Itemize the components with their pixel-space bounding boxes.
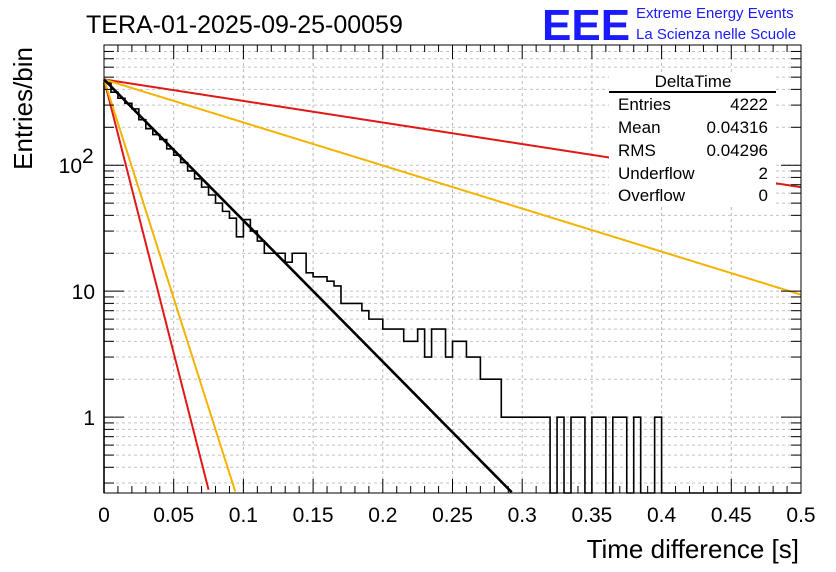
y-tick-label: 10: [59, 155, 82, 178]
stats-label-overflow: Overflow: [618, 186, 686, 205]
x-tick-label: 0.4: [647, 504, 677, 527]
x-tick-label: 0.05: [153, 504, 194, 527]
stats-value-underflow: 2: [759, 164, 768, 183]
stats-value-rms: 0.04296: [707, 141, 768, 160]
logo-line-1: Extreme Energy Events: [636, 5, 794, 22]
y-tick-label: 10: [72, 281, 95, 304]
y-axis-label: Entries/bin: [8, 47, 38, 170]
stats-value-mean: 0.04316: [707, 118, 768, 137]
curve-yellow-slow: [103, 78, 802, 296]
x-tick-label: 0.45: [711, 504, 752, 527]
curve-fit: [103, 78, 513, 494]
x-tick-label: 0.15: [293, 504, 334, 527]
logo-mark: EEE: [542, 1, 630, 50]
x-tick-label: 0: [98, 504, 110, 527]
x-tick-labels: 0 0.05 0.1 0.15 0.2 0.25 0.3 0.35 0.4 0.45 0.5: [98, 504, 815, 527]
x-axis-label: Time difference [s]: [587, 534, 799, 564]
curve-yellow-fast: [103, 79, 237, 492]
x-tick-label: 0.5: [786, 504, 815, 527]
stats-label-mean: Mean: [618, 118, 661, 137]
stats-title: DeltaTime: [655, 72, 732, 91]
fit-curves: [103, 78, 802, 494]
x-tick-label: 0.25: [432, 504, 473, 527]
stats-value-entries: 4222: [730, 95, 768, 114]
y-tick-label-exponent: 2: [82, 145, 94, 168]
curve-red-fast: [103, 79, 210, 490]
stats-box-background: [609, 73, 776, 207]
stats-label-underflow: Underflow: [618, 164, 695, 183]
logo-line-2: La Scienza nelle Scuole: [636, 26, 796, 43]
stats-value-overflow: 0: [759, 186, 768, 205]
y-tick-label: 1: [83, 407, 95, 430]
chart-title: TERA-01-2025-09-25-00059: [86, 11, 403, 39]
x-tick-label: 0.35: [571, 504, 612, 527]
stats-box: DeltaTime Entries 4222 Mean 0.04316 RMS …: [609, 72, 776, 207]
x-tick-label: 0.2: [368, 504, 397, 527]
x-tick-label: 0.3: [508, 504, 537, 527]
stats-label-rms: RMS: [618, 141, 656, 160]
stats-label-entries: Entries: [618, 95, 671, 114]
axis-ticks: [103, 44, 802, 493]
x-tick-label: 0.1: [229, 504, 258, 527]
